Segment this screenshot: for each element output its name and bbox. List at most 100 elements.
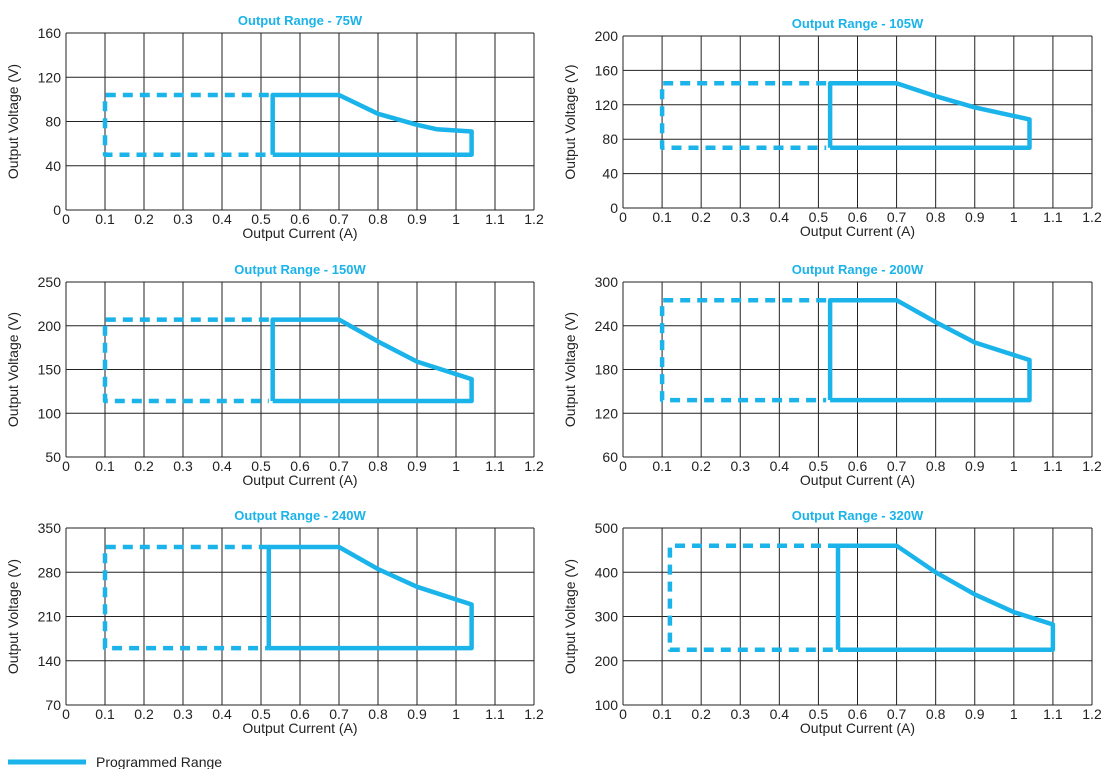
x-tick-label: 1.2 bbox=[524, 706, 544, 722]
y-tick-label: 0 bbox=[53, 202, 61, 218]
chart-title: Output Range - 105W bbox=[792, 16, 924, 31]
y-axis-label: Output Voltage (V) bbox=[562, 559, 578, 674]
x-tick-label: 0.1 bbox=[95, 706, 115, 722]
x-tick-label: 0.5 bbox=[809, 706, 829, 722]
x-tick-label: 0.7 bbox=[887, 209, 907, 225]
x-tick-label: 0.3 bbox=[731, 458, 751, 474]
y-tick-label: 140 bbox=[38, 653, 62, 669]
y-tick-label: 60 bbox=[602, 449, 618, 465]
x-tick-label: 1.1 bbox=[1043, 458, 1063, 474]
y-tick-label: 100 bbox=[595, 697, 619, 713]
x-axis-label: Output Current (A) bbox=[242, 720, 357, 736]
y-tick-label: 120 bbox=[38, 69, 62, 85]
x-tick-label: 0.5 bbox=[809, 458, 829, 474]
x-tick-label: 0 bbox=[619, 209, 627, 225]
x-tick-label: 0.2 bbox=[134, 458, 154, 474]
x-tick-label: 0.9 bbox=[407, 211, 427, 227]
x-tick-label: 0.8 bbox=[926, 209, 946, 225]
x-tick-label: 1.1 bbox=[1043, 209, 1063, 225]
x-tick-label: 0.7 bbox=[329, 211, 349, 227]
x-tick-label: 0.1 bbox=[652, 458, 672, 474]
x-tick-label: 0.6 bbox=[290, 706, 310, 722]
y-tick-label: 80 bbox=[602, 131, 618, 147]
series-dashed-range bbox=[102, 92, 269, 157]
x-tick-label: 0.3 bbox=[173, 706, 193, 722]
x-tick-label: 0.9 bbox=[407, 458, 427, 474]
x-tick-label: 0.1 bbox=[652, 209, 672, 225]
chart-5: Output Range - 240W 0 0.1 0.2 0.3 0.4 0.5 0.6 0.… bbox=[5, 508, 544, 736]
x-tick-label: 0.9 bbox=[965, 209, 985, 225]
x-tick-label: 0.8 bbox=[368, 458, 388, 474]
legend: Programmed Range bbox=[8, 754, 222, 769]
y-tick-label: 250 bbox=[38, 274, 62, 290]
x-tick-label: 0.7 bbox=[329, 458, 349, 474]
y-tick-label: 80 bbox=[45, 114, 61, 130]
x-tick-label: 0.6 bbox=[290, 211, 310, 227]
x-tick-label: 0.4 bbox=[212, 211, 232, 227]
x-tick-label: 0.6 bbox=[848, 458, 868, 474]
x-tick-label: 1.2 bbox=[1082, 706, 1102, 722]
x-tick-label: 0.5 bbox=[251, 706, 271, 722]
x-tick-label: 1.2 bbox=[524, 211, 544, 227]
x-tick-label: 0.7 bbox=[329, 706, 349, 722]
series-dashed-range bbox=[659, 81, 827, 151]
x-tick-label: 0.4 bbox=[770, 706, 790, 722]
charts-container: Output Range - 75W 0 0.1 0.2 0.3 0.4 0.5 0.6 0.7… bbox=[5, 13, 1102, 736]
chart-4: Output Range - 200W 0 0.1 0.2 0.3 0.4 0.5 0.6 0.… bbox=[562, 262, 1102, 488]
x-tick-label: 0.9 bbox=[965, 458, 985, 474]
y-tick-label: 240 bbox=[595, 318, 619, 334]
y-axis-label: Output Voltage (V) bbox=[562, 312, 578, 427]
x-tick-label: 1 bbox=[1010, 209, 1018, 225]
x-tick-label: 0.8 bbox=[368, 211, 388, 227]
x-tick-label: 0.5 bbox=[251, 458, 271, 474]
y-tick-label: 350 bbox=[38, 520, 62, 536]
series-programmed-range bbox=[270, 92, 474, 157]
y-axis-label: Output Voltage (V) bbox=[5, 312, 21, 427]
chart-title: Output Range - 240W bbox=[234, 508, 366, 523]
x-tick-label: 1.2 bbox=[524, 458, 544, 474]
x-tick-label: 0.9 bbox=[965, 706, 985, 722]
y-tick-label: 300 bbox=[595, 274, 619, 290]
x-tick-label: 0.2 bbox=[691, 209, 711, 225]
y-tick-label: 70 bbox=[45, 697, 61, 713]
series-programmed-range bbox=[835, 543, 1056, 652]
chart-6: Output Range - 320W 0 0.1 0.2 0.3 0.4 0.5 0.6 0.… bbox=[562, 508, 1102, 736]
chart-2: Output Range - 105W 0 0.1 0.2 0.3 0.4 0.5 0.6 0.… bbox=[562, 16, 1102, 239]
chart-title: Output Range - 150W bbox=[234, 262, 366, 277]
x-tick-label: 0.9 bbox=[407, 706, 427, 722]
chart-title: Output Range - 320W bbox=[792, 508, 924, 523]
x-tick-label: 0 bbox=[619, 706, 627, 722]
series-dashed-range bbox=[102, 317, 269, 404]
x-tick-label: 1.1 bbox=[1043, 706, 1063, 722]
y-tick-label: 40 bbox=[602, 166, 618, 182]
x-tick-label: 0.8 bbox=[926, 458, 946, 474]
x-axis-label: Output Current (A) bbox=[242, 472, 357, 488]
y-tick-label: 160 bbox=[595, 62, 619, 78]
x-tick-label: 0.4 bbox=[212, 458, 232, 474]
y-tick-label: 40 bbox=[45, 158, 61, 174]
x-axis-label: Output Current (A) bbox=[800, 223, 915, 239]
x-tick-label: 1.2 bbox=[1082, 209, 1102, 225]
x-tick-label: 0.2 bbox=[691, 706, 711, 722]
y-tick-label: 180 bbox=[595, 362, 619, 378]
x-tick-label: 0 bbox=[62, 458, 70, 474]
y-tick-label: 280 bbox=[38, 564, 62, 580]
y-tick-label: 200 bbox=[595, 28, 619, 44]
y-tick-label: 200 bbox=[595, 653, 619, 669]
x-axis-label: Output Current (A) bbox=[800, 472, 915, 488]
x-tick-label: 0 bbox=[62, 706, 70, 722]
series-programmed-range bbox=[270, 317, 474, 404]
x-tick-label: 0.4 bbox=[770, 209, 790, 225]
x-tick-label: 0 bbox=[62, 211, 70, 227]
x-tick-label: 0.2 bbox=[134, 706, 154, 722]
x-tick-label: 0.5 bbox=[809, 209, 829, 225]
x-tick-label: 0.6 bbox=[290, 458, 310, 474]
x-tick-label: 1.2 bbox=[1082, 458, 1102, 474]
y-tick-label: 120 bbox=[595, 405, 619, 421]
y-tick-label: 400 bbox=[595, 564, 619, 580]
y-tick-label: 300 bbox=[595, 609, 619, 625]
y-tick-label: 120 bbox=[595, 97, 619, 113]
x-tick-label: 0.3 bbox=[173, 211, 193, 227]
x-tick-label: 1.1 bbox=[485, 211, 505, 227]
